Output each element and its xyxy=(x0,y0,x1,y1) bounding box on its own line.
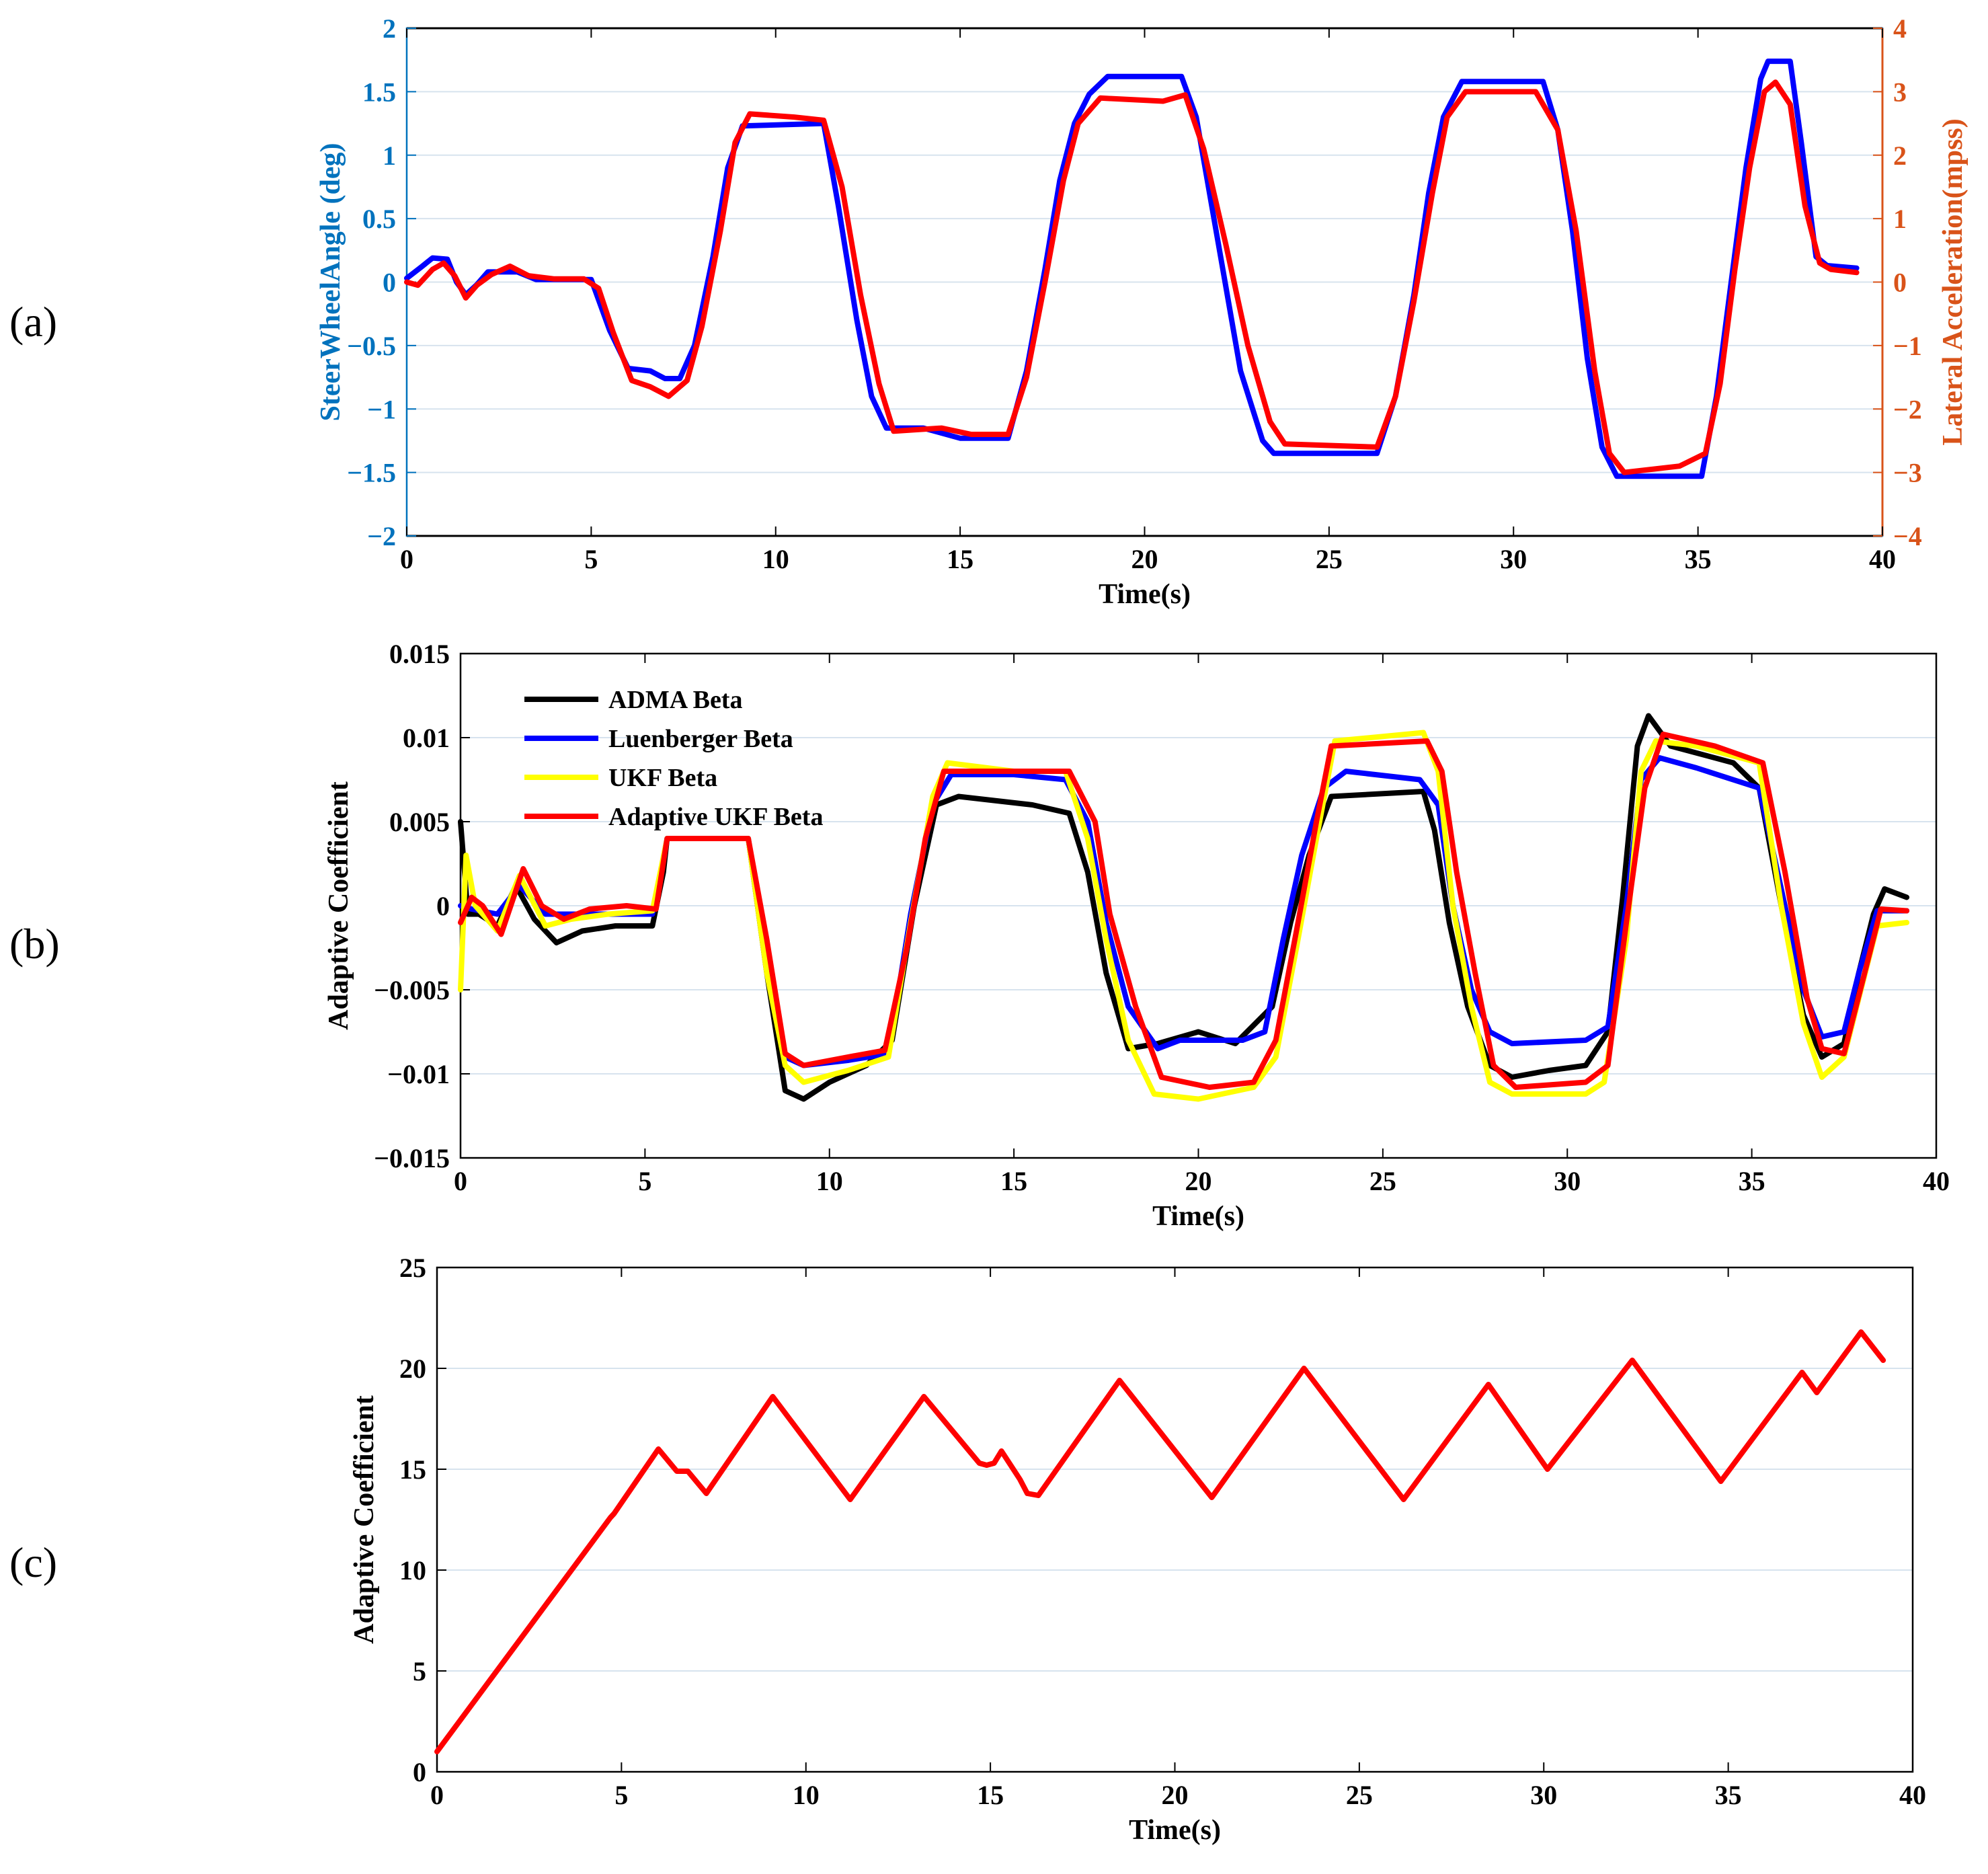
y-tick-label: −0.5 xyxy=(347,331,396,361)
x-tick-label: 15 xyxy=(947,544,973,574)
x-tick-label: 0 xyxy=(400,544,413,574)
x-tick-label: 5 xyxy=(614,1780,628,1810)
legend: ADMA Beta Luenberger Beta UKF Beta Adaptive… xyxy=(524,686,823,831)
right-y-tick-label: 0 xyxy=(1893,268,1907,298)
y-tick-label: −0.01 xyxy=(387,1059,450,1089)
x-tick-label: 40 xyxy=(1923,1166,1950,1196)
y-tick-label: −0.015 xyxy=(374,1143,450,1173)
right-y-tick-label: 3 xyxy=(1893,77,1907,107)
x-axis-label: Time(s) xyxy=(1129,1815,1221,1846)
x-tick-label: 25 xyxy=(1369,1166,1396,1196)
y-tick-label: −0.005 xyxy=(374,975,450,1005)
x-tick-label: 25 xyxy=(1346,1780,1373,1810)
legend-label: UKF Beta xyxy=(608,764,717,792)
chart-a: 0 5 10 15 20 25 30 35 40−2−1.5−1−0.500.511.52−4−… xyxy=(315,13,1969,610)
series-lateral-acceleration-line xyxy=(404,79,1860,475)
series-adaptive-ukf-beta-line xyxy=(458,732,1910,1090)
legend-label: Luenberger Beta xyxy=(608,725,793,753)
right-y-tick-label: −4 xyxy=(1893,521,1922,551)
x-tick-label: 10 xyxy=(816,1166,843,1196)
right-y-tick-label: −3 xyxy=(1893,458,1922,488)
series-steerwheelangle-line xyxy=(404,58,1860,479)
y-tick-label: 0 xyxy=(436,891,450,921)
y-tick-label: 2 xyxy=(383,13,396,44)
x-tick-label: 35 xyxy=(1685,544,1712,574)
chart-c: 0 5 10 15 20 25 30 35 40 0 5 10 15 20 25 Time(s) Adaptiv… xyxy=(349,1253,1926,1846)
x-tick-label: 15 xyxy=(1000,1166,1027,1196)
y-tick-label: 0.005 xyxy=(389,807,450,837)
x-tick-label: 0 xyxy=(454,1166,467,1196)
legend-label: Adaptive UKF Beta xyxy=(608,803,823,831)
x-axis-label: Time(s) xyxy=(1152,1201,1244,1232)
y-tick-label: 0 xyxy=(413,1757,426,1787)
x-tick-label: 5 xyxy=(584,544,598,574)
x-tick-label: 20 xyxy=(1162,1780,1189,1810)
right-y-tick-label: 4 xyxy=(1893,13,1907,44)
x-tick-label: 40 xyxy=(1899,1780,1926,1810)
y-tick-label: 5 xyxy=(413,1656,426,1686)
y-tick-label: 1 xyxy=(383,141,396,171)
legend-label: ADMA Beta xyxy=(608,686,742,714)
y-tick-label: −1 xyxy=(367,394,396,424)
x-tick-label: 0 xyxy=(430,1780,444,1810)
right-y-tick-label: −1 xyxy=(1893,331,1922,361)
y-tick-label: 15 xyxy=(399,1454,426,1485)
x-tick-label: 5 xyxy=(638,1166,651,1196)
right-y-tick-label: −2 xyxy=(1893,394,1922,424)
y-tick-label: 25 xyxy=(399,1253,426,1283)
y-axis-label: SteerWheelAngle (deg) xyxy=(315,143,346,421)
x-tick-label: 40 xyxy=(1869,544,1896,574)
panel-label-b: (b) xyxy=(9,920,60,968)
y-tick-label: 0.5 xyxy=(362,204,396,234)
right-y-tick-label: 1 xyxy=(1893,204,1907,234)
x-tick-label: 35 xyxy=(1739,1166,1765,1196)
x-tick-label: 25 xyxy=(1316,544,1343,574)
x-tick-label: 10 xyxy=(793,1780,820,1810)
y-axis-label: Adaptive Coefficient xyxy=(323,781,354,1030)
series-adaptive-coefficient-line xyxy=(434,1329,1886,1754)
x-tick-label: 15 xyxy=(977,1780,1004,1810)
x-tick-label: 30 xyxy=(1530,1780,1557,1810)
x-tick-label: 30 xyxy=(1554,1166,1581,1196)
x-axis-label: Time(s) xyxy=(1099,579,1191,610)
y-tick-label: 0 xyxy=(383,268,396,298)
y-tick-label: −1.5 xyxy=(347,458,396,488)
y-tick-label: 1.5 xyxy=(362,77,396,107)
plot-frame xyxy=(436,1266,1914,1773)
y-tick-label: −2 xyxy=(367,521,396,551)
y-tick-label: 0.01 xyxy=(403,723,450,753)
x-tick-label: 20 xyxy=(1185,1166,1212,1196)
chart-b: 0 5 10 15 20 25 30 35 40 −0.015 −0.01 −0.005 0 0.005 0… xyxy=(323,639,1950,1232)
x-tick-label: 35 xyxy=(1715,1780,1742,1810)
panel-label-c: (c) xyxy=(9,1538,57,1586)
x-tick-label: 10 xyxy=(762,544,789,574)
y-tick-label: 0.015 xyxy=(389,639,450,669)
x-tick-label: 20 xyxy=(1131,544,1158,574)
y-tick-label: 20 xyxy=(399,1354,426,1384)
right-y-axis-label: Lateral Acceleration(mpss) xyxy=(1938,118,1969,445)
y-tick-label: 10 xyxy=(399,1555,426,1586)
y-axis-label: Adaptive Coefficient xyxy=(349,1395,380,1644)
panel-label-a: (a) xyxy=(9,298,57,346)
x-tick-label: 30 xyxy=(1500,544,1527,574)
right-y-tick-label: 2 xyxy=(1893,141,1907,171)
